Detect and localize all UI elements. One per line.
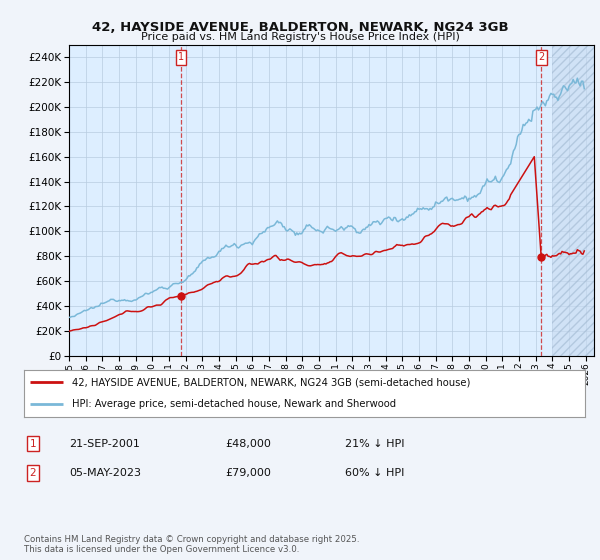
Text: 2: 2 xyxy=(29,468,37,478)
Text: 05-MAY-2023: 05-MAY-2023 xyxy=(69,468,141,478)
Text: 21% ↓ HPI: 21% ↓ HPI xyxy=(345,438,404,449)
Text: 1: 1 xyxy=(178,52,184,62)
Bar xyxy=(553,45,594,356)
Text: Contains HM Land Registry data © Crown copyright and database right 2025.
This d: Contains HM Land Registry data © Crown c… xyxy=(24,535,359,554)
Text: 42, HAYSIDE AVENUE, BALDERTON, NEWARK, NG24 3GB (semi-detached house): 42, HAYSIDE AVENUE, BALDERTON, NEWARK, N… xyxy=(71,377,470,388)
Text: 42, HAYSIDE AVENUE, BALDERTON, NEWARK, NG24 3GB: 42, HAYSIDE AVENUE, BALDERTON, NEWARK, N… xyxy=(92,21,508,34)
Bar xyxy=(553,45,594,356)
Text: £79,000: £79,000 xyxy=(225,468,271,478)
Text: £48,000: £48,000 xyxy=(225,438,271,449)
Text: 21-SEP-2001: 21-SEP-2001 xyxy=(69,438,140,449)
Text: 1: 1 xyxy=(29,438,37,449)
Text: HPI: Average price, semi-detached house, Newark and Sherwood: HPI: Average price, semi-detached house,… xyxy=(71,399,396,409)
Text: 60% ↓ HPI: 60% ↓ HPI xyxy=(345,468,404,478)
Text: Price paid vs. HM Land Registry's House Price Index (HPI): Price paid vs. HM Land Registry's House … xyxy=(140,32,460,43)
Text: 2: 2 xyxy=(538,52,544,62)
